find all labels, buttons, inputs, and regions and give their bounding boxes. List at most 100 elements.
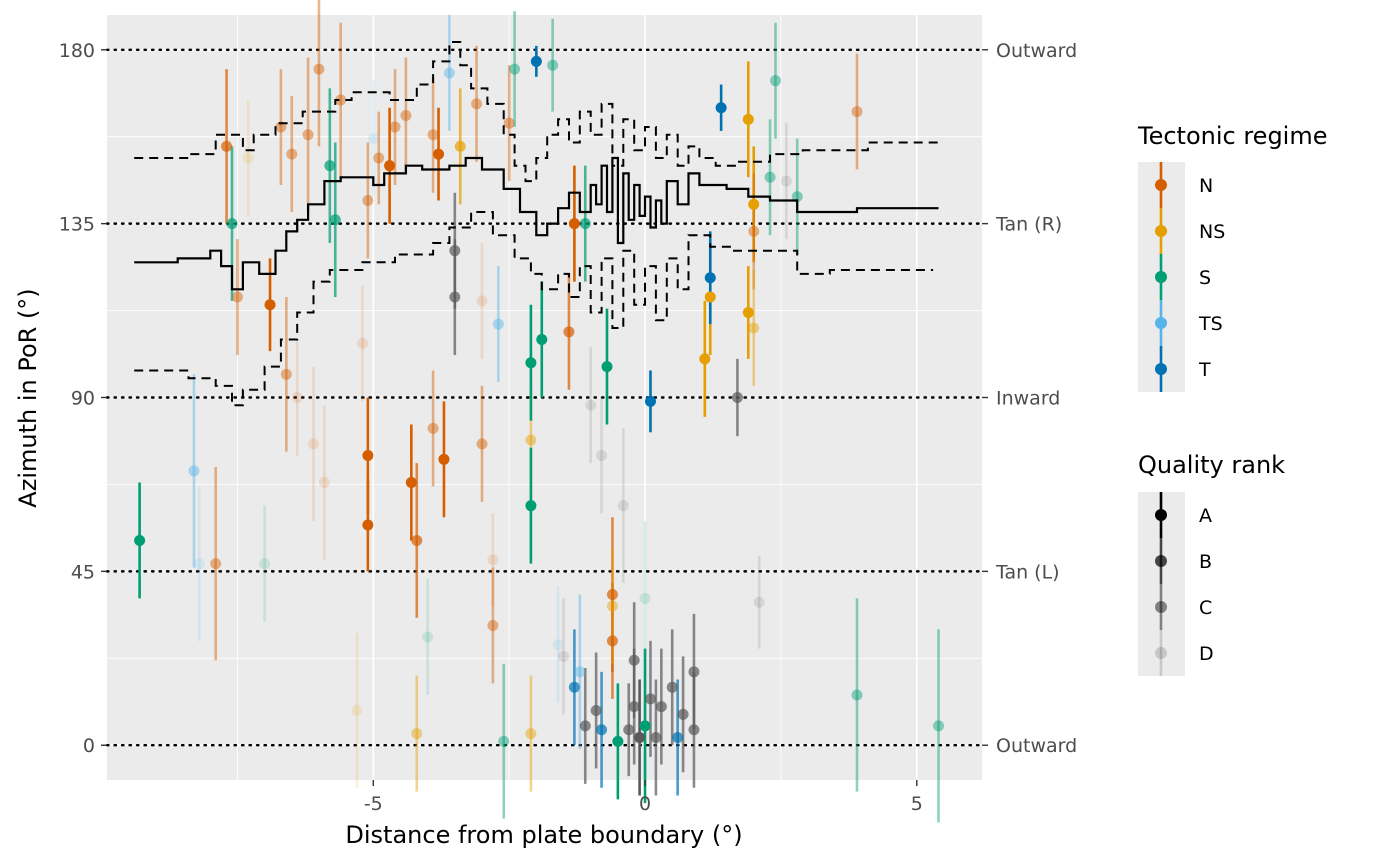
- x-tick-label: 5: [911, 793, 923, 815]
- y-axis-ticks: 0 45 90 135 180: [59, 40, 107, 757]
- data-point: [134, 534, 146, 546]
- legend-label: TS: [1198, 313, 1223, 335]
- legend-title-regime: Tectonic regime: [1137, 122, 1328, 150]
- data-point: [503, 117, 515, 129]
- data-point: [188, 465, 200, 477]
- data-point: [242, 152, 254, 164]
- legend-title-quality: Quality rank: [1138, 451, 1285, 479]
- data-point: [585, 399, 597, 411]
- data-point: [487, 554, 499, 566]
- data-point: [780, 175, 792, 187]
- x-axis-ticks: -5 0 5: [364, 780, 923, 815]
- data-point: [628, 701, 640, 713]
- data-point: [742, 307, 754, 318]
- data-point: [454, 140, 466, 152]
- data-point: [623, 724, 635, 736]
- data-point: [231, 291, 243, 303]
- data-point: [851, 106, 863, 118]
- y-axis-title: Azimuth in PoR (°): [14, 288, 42, 507]
- data-point: [769, 75, 781, 87]
- data-point: [568, 681, 580, 693]
- data-point: [639, 592, 651, 604]
- data-point: [351, 704, 363, 716]
- data-point: [704, 291, 716, 303]
- data-point: [748, 198, 760, 210]
- data-point: [302, 129, 314, 141]
- data-point: [443, 67, 455, 79]
- data-point: [411, 534, 423, 546]
- data-point: [400, 109, 412, 121]
- legend-label: D: [1199, 643, 1214, 665]
- data-point: [530, 55, 542, 67]
- trend-curves: [134, 41, 939, 407]
- reference-line-label: Tan (R): [995, 214, 1062, 236]
- data-point: [699, 353, 711, 365]
- data-point: [422, 631, 434, 643]
- data-point: [596, 449, 608, 461]
- data-point: [384, 160, 396, 172]
- data-point: [590, 704, 602, 716]
- data-point: [264, 299, 276, 311]
- data-point: [362, 519, 374, 531]
- reference-lines: [105, 48, 984, 747]
- legend-key-dot: [1155, 509, 1167, 521]
- data-point: [650, 732, 662, 743]
- legend-key-dot: [1155, 225, 1167, 237]
- data-point: [318, 477, 330, 488]
- legend-label: C: [1199, 597, 1212, 619]
- legend-label: NS: [1199, 221, 1225, 243]
- ci-lower-curve: [134, 211, 934, 407]
- data-point: [579, 720, 591, 732]
- data-point: [764, 171, 776, 183]
- data-point: [568, 218, 580, 230]
- data-point: [574, 666, 586, 678]
- data-point: [356, 337, 368, 349]
- data-point: [753, 596, 765, 608]
- y-tick-label: 45: [71, 561, 95, 583]
- data-point: [525, 434, 537, 446]
- data-point: [476, 295, 488, 307]
- data-point: [509, 63, 521, 75]
- data-point: [389, 121, 401, 133]
- data-point: [579, 218, 591, 230]
- data-point: [449, 291, 461, 303]
- legend-label: S: [1199, 267, 1211, 289]
- data-point: [362, 449, 374, 461]
- data-point: [558, 650, 570, 662]
- data-point: [487, 619, 499, 631]
- data-point: [313, 63, 325, 75]
- data-point: [525, 500, 537, 512]
- x-tick-label: 0: [639, 793, 651, 815]
- legend-label: A: [1199, 505, 1212, 527]
- data-point: [639, 720, 651, 732]
- data-point: [606, 635, 618, 647]
- data-point: [367, 133, 379, 145]
- data-point: [373, 152, 385, 164]
- data-point: [748, 322, 760, 334]
- reference-line-labels: Outward Tan (R) Inward Tan (L) Outward: [982, 40, 1077, 757]
- data-point: [606, 600, 618, 612]
- data-point: [259, 558, 271, 570]
- data-point: [525, 357, 537, 369]
- reference-line-label: Outward: [996, 735, 1077, 757]
- data-point: [547, 59, 559, 71]
- reference-line-label: Tan (L): [995, 561, 1060, 583]
- reference-line-label: Inward: [996, 388, 1060, 410]
- data-point: [427, 129, 439, 141]
- legend-label: T: [1198, 359, 1211, 381]
- data-point: [335, 94, 347, 106]
- data-point: [492, 318, 504, 330]
- data-point: [286, 148, 298, 160]
- y-tick-label: 135: [59, 214, 95, 236]
- data-point: [791, 191, 803, 203]
- x-axis-title: Distance from plate boundary (°): [345, 821, 742, 849]
- data-point: [704, 272, 716, 284]
- y-tick-label: 0: [83, 735, 95, 757]
- data-point: [552, 639, 564, 651]
- data-point: [677, 708, 689, 720]
- data-point: [329, 214, 341, 226]
- data-point: [438, 453, 450, 465]
- data-point: [617, 500, 629, 512]
- legend-label: B: [1199, 551, 1212, 573]
